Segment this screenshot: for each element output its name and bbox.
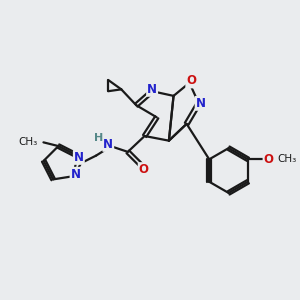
Text: O: O bbox=[139, 163, 149, 176]
Text: O: O bbox=[263, 153, 274, 166]
Text: CH₃: CH₃ bbox=[19, 137, 38, 147]
Text: N: N bbox=[70, 168, 81, 181]
Text: N: N bbox=[74, 151, 84, 164]
Text: CH₃: CH₃ bbox=[278, 154, 297, 164]
Text: N: N bbox=[196, 97, 206, 110]
Text: O: O bbox=[186, 74, 196, 87]
Text: H: H bbox=[94, 133, 104, 143]
Text: N: N bbox=[147, 83, 157, 96]
Text: N: N bbox=[103, 138, 113, 151]
